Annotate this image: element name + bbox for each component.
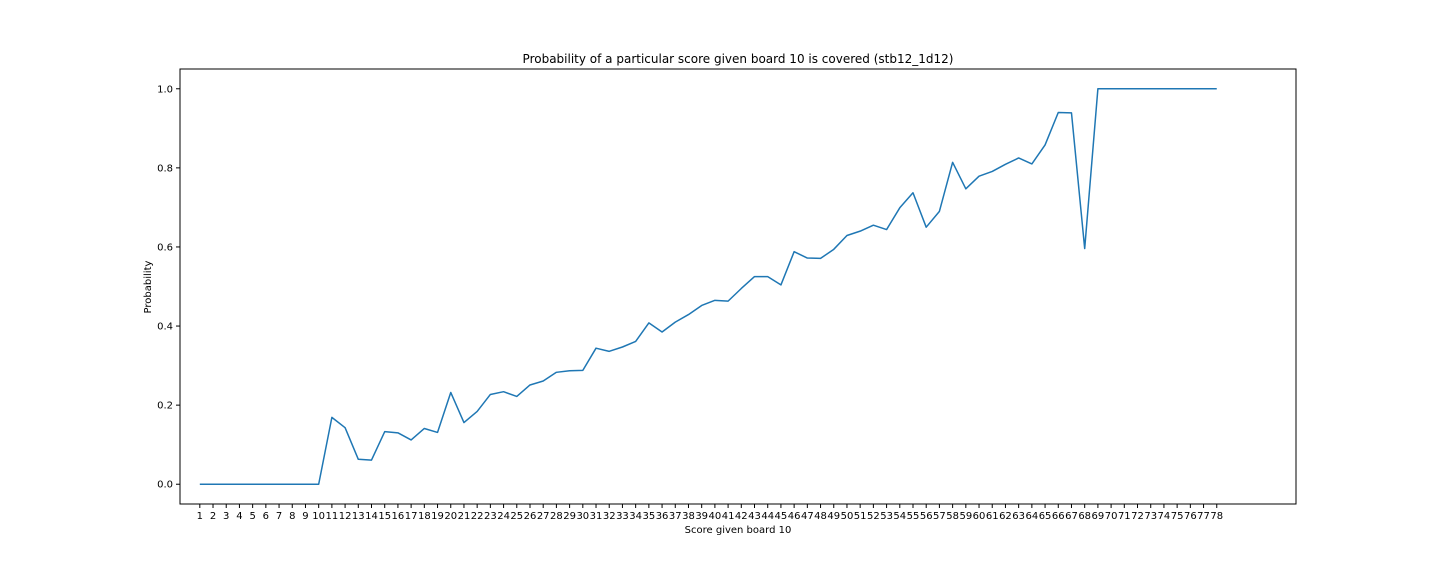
x-tick-label: 30 (576, 511, 589, 522)
x-tick-label: 6 (263, 511, 269, 522)
y-tick-label: 1.0 (157, 84, 173, 95)
x-tick-label: 54 (893, 511, 906, 522)
x-tick-label: 2 (210, 511, 216, 522)
x-tick-label: 35 (642, 511, 655, 522)
x-tick-label: 5 (249, 511, 255, 522)
x-tick-label: 62 (999, 511, 1012, 522)
y-tick-label: 0.2 (157, 401, 173, 412)
y-axis: 0.0 0.2 0.4 0.6 0.8 1.0 (157, 84, 180, 491)
x-tick-label: 13 (352, 511, 365, 522)
x-tick-label: 44 (761, 511, 774, 522)
y-tick-label: 0.4 (157, 322, 173, 333)
x-tick-label: 64 (1025, 511, 1038, 522)
x-tick-label: 3 (223, 511, 229, 522)
x-tick-label: 40 (709, 511, 722, 522)
x-tick-label: 17 (405, 511, 418, 522)
x-tick-label: 1 (197, 511, 203, 522)
x-tick-label: 18 (418, 511, 431, 522)
x-tick-label: 14 (365, 511, 378, 522)
x-tick-label: 28 (550, 511, 563, 522)
x-tick-label: 31 (590, 511, 603, 522)
x-tick-label: 45 (775, 511, 788, 522)
chart-title: Probability of a particular score given … (523, 52, 954, 66)
plot-frame (179, 68, 1297, 505)
x-tick-label: 60 (973, 511, 986, 522)
x-tick-label: 61 (986, 511, 999, 522)
x-tick-label: 41 (722, 511, 735, 522)
plot-area (199, 88, 1217, 485)
x-tick-label: 21 (458, 511, 471, 522)
x-tick-label: 70 (1105, 511, 1118, 522)
x-axis: 1 2 3 4 5 6 7 8 9 10 11 12 13 14 15 16 17 18 19 20 21 22 23 24 2… (197, 504, 1223, 522)
x-tick-label: 32 (603, 511, 616, 522)
x-tick-label: 20 (444, 511, 457, 522)
x-tick-label: 29 (563, 511, 576, 522)
x-tick-label: 34 (629, 511, 642, 522)
x-tick-label: 51 (854, 511, 867, 522)
x-tick-label: 25 (510, 511, 523, 522)
x-tick-label: 11 (326, 511, 339, 522)
x-tick-label: 74 (1158, 511, 1171, 522)
x-tick-label: 37 (669, 511, 682, 522)
x-tick-label: 42 (735, 511, 748, 522)
x-tick-label: 76 (1184, 511, 1197, 522)
x-tick-label: 52 (867, 511, 880, 522)
x-tick-label: 16 (392, 511, 405, 522)
x-tick-label: 58 (946, 511, 959, 522)
x-tick-label: 78 (1210, 511, 1223, 522)
x-tick-label: 66 (1052, 511, 1065, 522)
x-tick-label: 19 (431, 511, 444, 522)
x-tick-label: 10 (312, 511, 325, 522)
x-tick-label: 27 (537, 511, 550, 522)
x-tick-label: 56 (920, 511, 933, 522)
x-tick-label: 65 (1039, 511, 1052, 522)
x-tick-label: 73 (1144, 511, 1157, 522)
y-axis-label: Probability (143, 260, 154, 313)
x-tick-label: 50 (841, 511, 854, 522)
x-tick-label: 8 (289, 511, 295, 522)
x-tick-label: 4 (236, 511, 242, 522)
x-axis-label: Score given board 10 (685, 525, 792, 536)
x-tick-label: 75 (1171, 511, 1184, 522)
x-tick-label: 71 (1118, 511, 1131, 522)
x-tick-label: 15 (378, 511, 391, 522)
x-tick-label: 26 (524, 511, 537, 522)
x-tick-label: 68 (1078, 511, 1091, 522)
y-tick-label: 0.8 (157, 163, 173, 174)
x-tick-label: 39 (695, 511, 708, 522)
x-tick-label: 7 (276, 511, 282, 522)
x-tick-label: 9 (302, 511, 308, 522)
y-tick-label: 0.6 (157, 242, 173, 253)
x-tick-label: 33 (616, 511, 629, 522)
x-tick-label: 57 (933, 511, 946, 522)
y-tick-label: 0.0 (157, 480, 173, 491)
x-tick-label: 55 (907, 511, 920, 522)
x-tick-label: 63 (1012, 511, 1025, 522)
x-tick-label: 49 (827, 511, 840, 522)
x-tick-label: 48 (814, 511, 827, 522)
x-tick-label: 46 (788, 511, 801, 522)
x-tick-label: 53 (880, 511, 893, 522)
x-tick-label: 22 (471, 511, 484, 522)
x-tick-label: 36 (656, 511, 669, 522)
x-tick-label: 47 (801, 511, 814, 522)
x-tick-label: 77 (1197, 511, 1210, 522)
x-tick-label: 67 (1065, 511, 1078, 522)
x-tick-label: 43 (748, 511, 761, 522)
x-tick-label: 59 (959, 511, 972, 522)
x-tick-label: 38 (682, 511, 695, 522)
x-tick-label: 69 (1092, 511, 1105, 522)
x-tick-label: 23 (484, 511, 497, 522)
x-tick-label: 24 (497, 511, 510, 522)
series-line (199, 88, 1217, 485)
x-tick-label: 12 (339, 511, 352, 522)
x-tick-label: 72 (1131, 511, 1144, 522)
